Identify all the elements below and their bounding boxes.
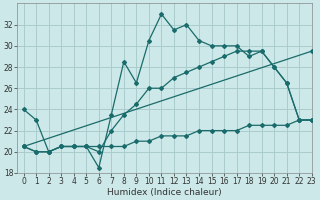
X-axis label: Humidex (Indice chaleur): Humidex (Indice chaleur) [107,188,222,197]
